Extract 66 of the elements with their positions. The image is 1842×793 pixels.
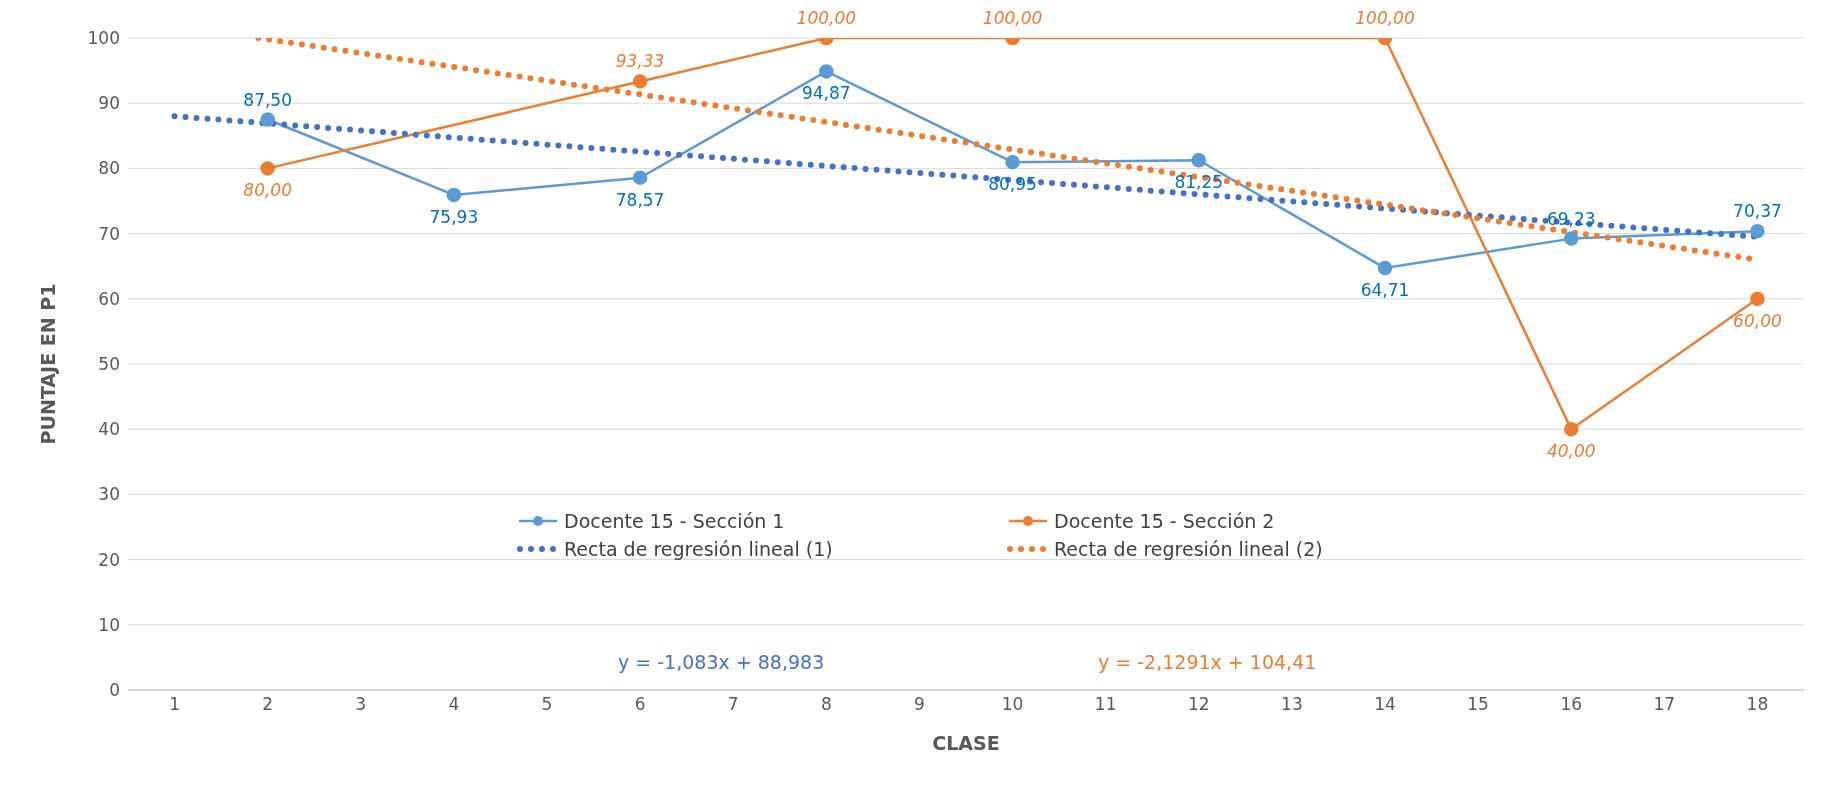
point (1191, 153, 1207, 168)
point (1377, 260, 1393, 276)
x-tick-label: 4 (448, 694, 460, 715)
point (260, 112, 275, 127)
y-tick-label: 60 (98, 288, 120, 309)
y-tick-label: 100 (87, 28, 120, 49)
y-tick-label: 80 (98, 158, 120, 179)
x-tick-label: 6 (634, 694, 646, 715)
data-label: 100,00 (796, 8, 857, 28)
point (1005, 154, 1020, 170)
x-tick-label: 2 (262, 694, 274, 715)
data-label: 70,37 (1733, 201, 1782, 222)
y-tick-label: 90 (98, 93, 120, 114)
legend-label: Docente 15 - Sección 1 (564, 510, 785, 533)
data-label: 87,50 (243, 89, 292, 110)
y-tick-label: 50 (98, 354, 120, 375)
y-tick-label: 40 (98, 419, 120, 440)
x-tick-label: 9 (914, 694, 925, 715)
data-label: 40,00 (1546, 441, 1596, 462)
x-tick-label: 13 (1281, 694, 1303, 715)
x-tick-label: 12 (1187, 694, 1210, 715)
x-tick-label: 3 (355, 694, 367, 715)
legend-label: Recta de regresión lineal (2) (1054, 538, 1323, 561)
x-tick-label: 16 (1560, 694, 1583, 715)
point (1563, 231, 1579, 246)
point (1563, 421, 1579, 437)
data-label: 80,00 (243, 180, 292, 201)
point (446, 187, 462, 203)
x-tick-label: 14 (1374, 694, 1396, 715)
y-tick-label: 30 (98, 484, 120, 505)
x-tick-label: 15 (1467, 694, 1489, 715)
data-label: 60,00 (1733, 310, 1782, 331)
data-label: 75,93 (429, 206, 479, 227)
legend-label: Docente 15 - Sección 2 (1054, 510, 1275, 533)
x-tick-label: 17 (1653, 694, 1676, 715)
y-tick-label: 70 (98, 223, 120, 244)
x-axis-title: CLASE (932, 732, 1000, 754)
point (632, 74, 648, 89)
point (819, 64, 834, 79)
point (260, 161, 275, 176)
data-label: 80,95 (988, 174, 1037, 195)
x-tick-label: 1 (169, 694, 180, 715)
data-label: 100,00 (1355, 8, 1415, 28)
x-tick-label: 5 (541, 694, 553, 715)
data-label: 64,71 (1360, 280, 1410, 301)
data-label: 93,33 (615, 51, 665, 72)
data-label: 81,25 (1174, 172, 1224, 193)
x-tick-label: 8 (820, 694, 832, 715)
y-tick-label: 0 (109, 680, 120, 701)
legend-label: Recta de regresión lineal (1) (564, 538, 833, 561)
annotation: y = -1,083x + 88,983 (618, 650, 825, 673)
x-tick-label: 11 (1094, 694, 1117, 715)
y-axis-title: PUNTAJE EN P1 (36, 283, 59, 445)
data-label: 100,00 (982, 8, 1043, 28)
data-label: 69,23 (1546, 208, 1596, 229)
y-tick-label: 10 (98, 614, 120, 635)
data-label: 94,87 (802, 83, 851, 104)
y-tick-label: 20 (98, 549, 120, 570)
point (1750, 291, 1765, 307)
x-tick-label: 18 (1746, 694, 1769, 715)
x-tick-label: 7 (727, 694, 739, 715)
data-label: 78,57 (615, 189, 665, 210)
point (1750, 223, 1765, 239)
annotation: y = -2,1291x + 104,41 (1098, 650, 1317, 673)
x-tick-label: 10 (1001, 694, 1024, 715)
point (632, 170, 648, 185)
